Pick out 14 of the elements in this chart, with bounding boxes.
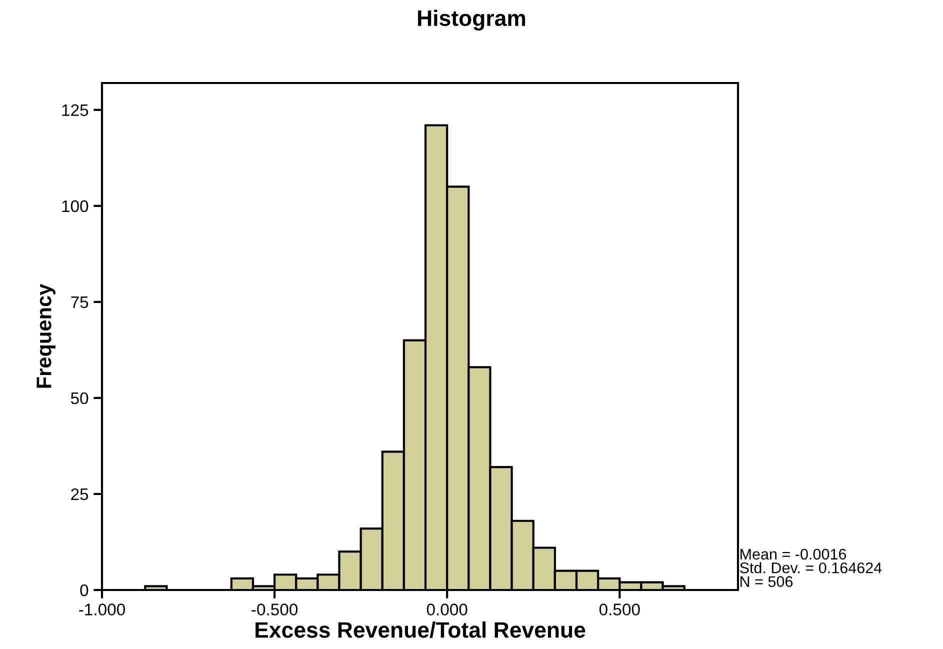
y-tick-label: 75 — [71, 296, 88, 308]
x-tick-label: -0.500 — [252, 604, 298, 616]
x-tick-label: 0.500 — [599, 604, 640, 616]
y-axis-title: Frequency — [36, 284, 56, 388]
x-axis-title: Excess Revenue/Total Revenue — [256, 622, 586, 638]
x-tick-label: -1.000 — [79, 604, 125, 616]
chart-title: Histogram — [418, 10, 526, 31]
y-tick-label: 50 — [70, 392, 88, 404]
y-tick-label: 0 — [80, 584, 88, 596]
y-tick-label: 100 — [62, 200, 88, 212]
y-tick-label: 25 — [71, 488, 88, 500]
text: Mean = -0.0016 Std. Dev. = 0.164624 N = 506 — [740, 548, 882, 587]
x-tick-label: 0.000 — [426, 604, 468, 616]
y-tick-label: 125 — [62, 104, 88, 116]
